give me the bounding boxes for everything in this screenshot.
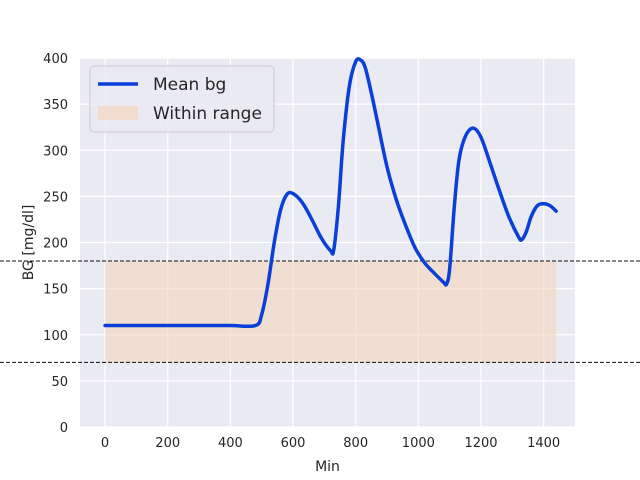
y-axis-label: BG [mg/dl] (21, 205, 37, 281)
legend-label-within-range: Within range (153, 104, 262, 124)
y-tick-label: 300 (43, 144, 68, 159)
series-line-mean-bg (103, 57, 558, 329)
y-tick-label: 100 (43, 329, 68, 344)
y-tick-label: 350 (43, 98, 68, 113)
y-axis-ticks: 0 50 100 150 200 250 300 350 400 (43, 52, 68, 436)
x-tick-label: 400 (218, 436, 243, 451)
within-range-band (105, 260, 557, 363)
y-tick-label: 200 (43, 237, 68, 252)
x-tick-label: 0 (101, 436, 109, 451)
x-tick-label: 1400 (527, 436, 560, 451)
y-tick-label: 250 (43, 190, 68, 205)
x-tick-label: 800 (343, 436, 368, 451)
x-tick-label: 1200 (464, 436, 497, 451)
y-tick-label: 150 (43, 283, 68, 298)
y-tick-label: 0 (60, 421, 68, 436)
y-tick-label: 50 (51, 375, 68, 390)
y-tick-label: 400 (43, 52, 68, 67)
x-axis-label: Min (315, 459, 340, 475)
x-tick-label: 200 (155, 436, 180, 451)
legend-swatch-within-range (98, 106, 138, 120)
x-axis-ticks: 0 200 400 600 800 1000 1200 1400 (101, 436, 560, 451)
series-layer (103, 57, 558, 329)
x-tick-label: 600 (281, 436, 306, 451)
legend: Mean bg Within range (89, 65, 275, 133)
x-tick-label: 1000 (402, 436, 435, 451)
reference-lines (0, 260, 640, 363)
band-layer (105, 260, 557, 363)
legend-label-mean-bg: Mean bg (153, 75, 226, 95)
